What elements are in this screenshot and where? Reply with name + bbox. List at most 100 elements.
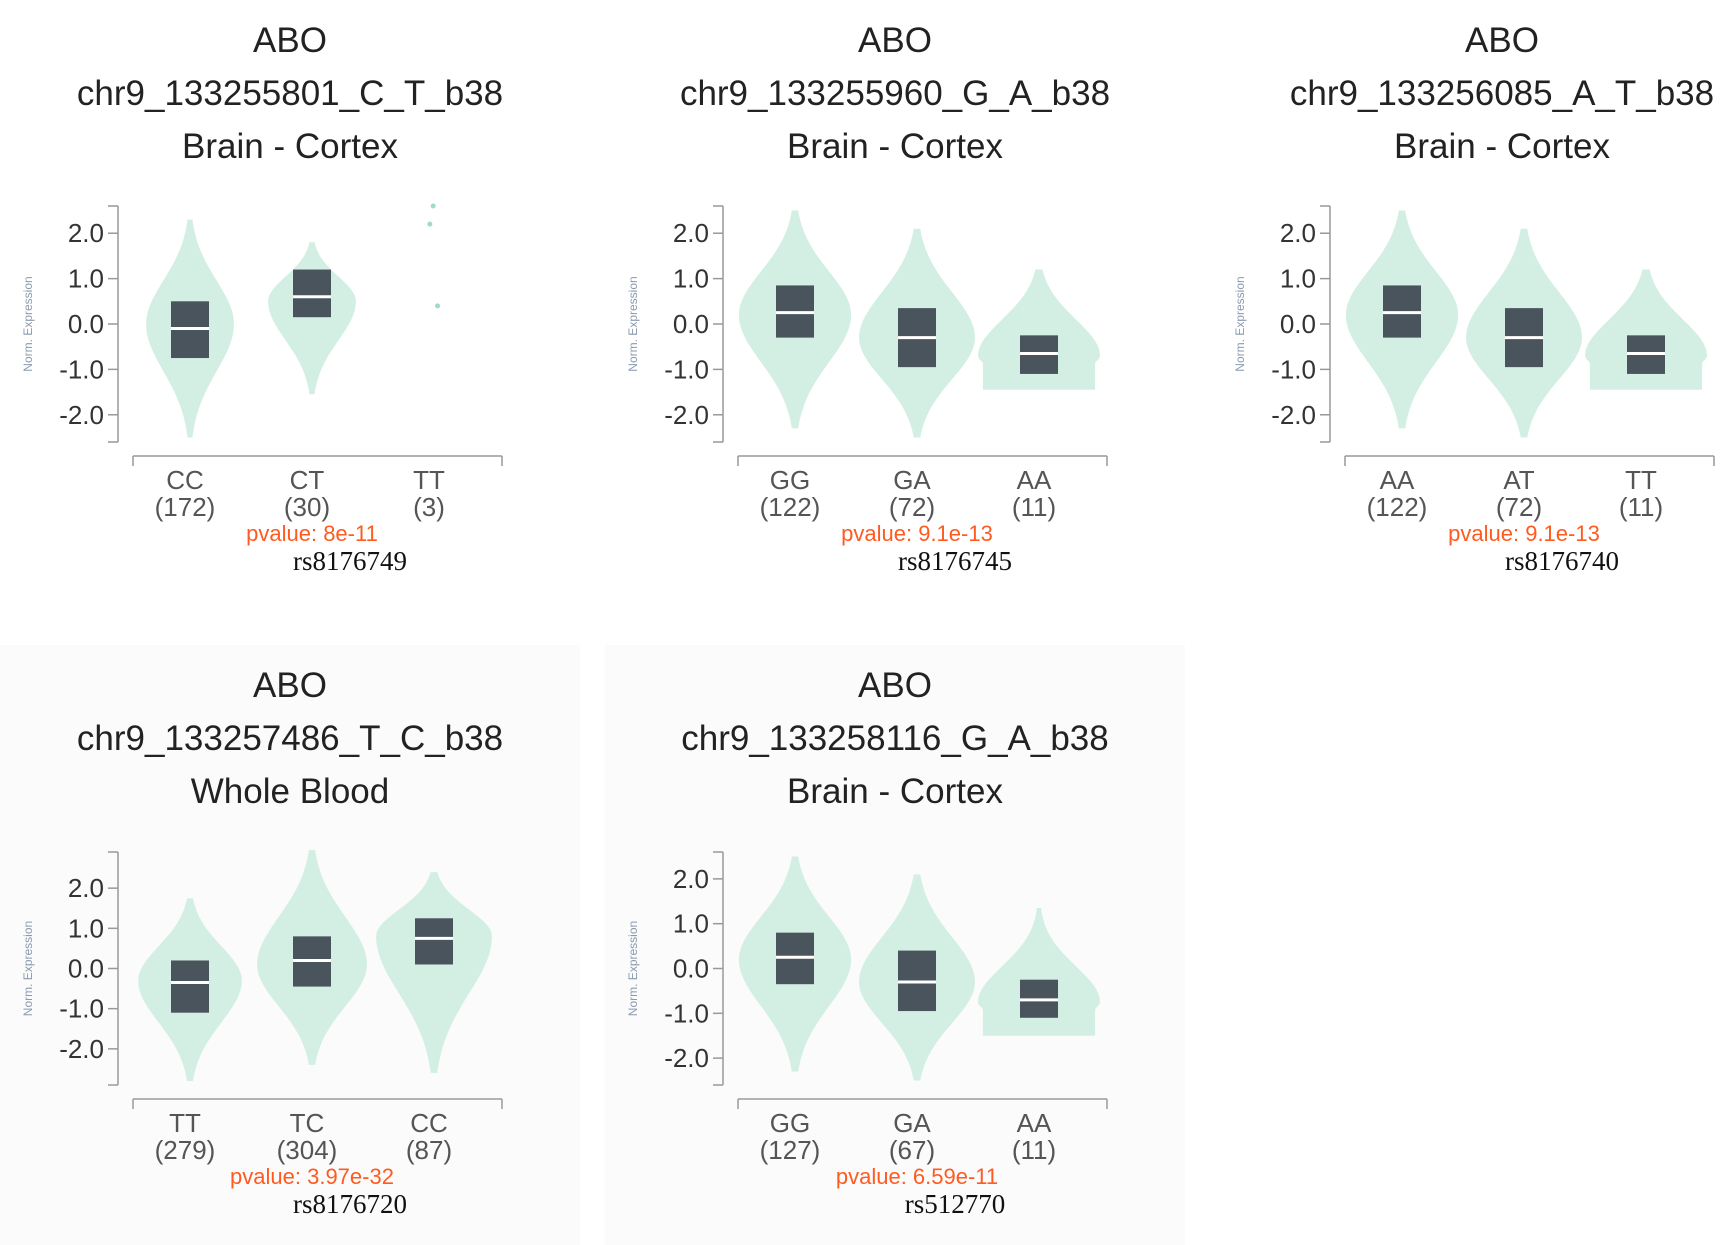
iqr-box (293, 270, 331, 318)
sample-count-label: (11) (1012, 492, 1056, 522)
y-tick-label: -1.0 (59, 994, 104, 1024)
sample-count-label: (172) (155, 492, 216, 522)
sample-count-label: (67) (889, 1135, 935, 1165)
genotype-label: AA (1017, 465, 1052, 495)
y-tick-label: 2.0 (1280, 218, 1316, 248)
genotype-label: AA (1017, 1108, 1052, 1138)
y-axis-label: Norm. Expression (626, 921, 640, 1016)
violin-plot: 2.0 1.0 0.0 -1.0 -2.0 Norm. Expression CC(172)… (0, 180, 580, 600)
y-tick-label: 1.0 (68, 264, 104, 294)
variant-title: chr9_133257486_T_C_b38 (0, 712, 580, 765)
genotype-label: GA (893, 1108, 931, 1138)
violin-plot: 2.0 1.0 0.0 -1.0 -2.0 Norm. Expression AA(122)… (1212, 180, 1735, 600)
genotype-label: GG (770, 465, 810, 495)
y-tick-label: 1.0 (673, 909, 709, 939)
y-tick-label: -2.0 (664, 400, 709, 430)
y-axis-label: Norm. Expression (1233, 276, 1247, 371)
tissue-title: Brain - Cortex (0, 120, 580, 173)
chart-title-block: ABO chr9_133258116_G_A_b38 Brain - Cortex (605, 659, 1185, 818)
violin-shape (376, 872, 492, 1073)
genotype-label: TT (1625, 465, 1657, 495)
genotype-label: TT (413, 465, 445, 495)
y-tick-label: -2.0 (1271, 400, 1316, 430)
y-tick-label: -2.0 (664, 1043, 709, 1073)
y-tick-label: 2.0 (673, 218, 709, 248)
violin-plot: 2.0 1.0 0.0 -1.0 -2.0 Norm. Expression GG(127)… (605, 825, 1185, 1245)
gene-title: ABO (0, 659, 580, 712)
y-tick-label: 0.0 (673, 309, 709, 339)
sample-count-label: (3) (413, 492, 445, 522)
data-point (427, 222, 432, 227)
pvalue-label: pvalue: 6.59e-11 (836, 1164, 998, 1189)
violin-plot: 2.0 1.0 0.0 -1.0 -2.0 Norm. Expression TT(279)… (0, 825, 580, 1245)
chart-title-block: ABO chr9_133255801_C_T_b38 Brain - Cortex (0, 14, 580, 173)
data-point (435, 303, 440, 308)
chart-title-block: ABO chr9_133257486_T_C_b38 Whole Blood (0, 659, 580, 818)
data-point (431, 204, 436, 209)
violin-shape (268, 242, 356, 394)
y-axis-label: Norm. Expression (21, 921, 35, 1016)
rsid-label: rs8176745 (665, 546, 1245, 577)
y-axis-label: Norm. Expression (21, 276, 35, 371)
y-axis-label: Norm. Expression (626, 276, 640, 371)
sample-count-label: (72) (1496, 492, 1542, 522)
variant-title: chr9_133258116_G_A_b38 (605, 712, 1185, 765)
tissue-title: Brain - Cortex (605, 765, 1185, 818)
sample-count-label: (279) (155, 1135, 216, 1165)
iqr-box (415, 918, 453, 964)
y-tick-label: 2.0 (68, 218, 104, 248)
y-tick-label: 0.0 (1280, 309, 1316, 339)
sample-count-label: (304) (277, 1135, 338, 1165)
sample-count-label: (122) (760, 492, 821, 522)
y-tick-label: -1.0 (664, 354, 709, 384)
sample-count-label: (11) (1012, 1135, 1056, 1165)
pvalue-label: pvalue: 8e-11 (246, 521, 378, 546)
genotype-label: AT (1503, 465, 1534, 495)
sample-count-label: (30) (284, 492, 330, 522)
genotype-label: TC (290, 1108, 325, 1138)
genotype-label: CC (166, 465, 204, 495)
y-tick-label: 0.0 (68, 309, 104, 339)
violin-plot: 2.0 1.0 0.0 -1.0 -2.0 Norm. Expression GG(122)… (605, 180, 1185, 600)
tissue-title: Brain - Cortex (1212, 120, 1735, 173)
chart-panel: ABO chr9_133257486_T_C_b38 Whole Blood 2.0 1… (0, 645, 580, 1245)
sample-count-label: (87) (406, 1135, 452, 1165)
y-tick-label: -1.0 (664, 998, 709, 1028)
gene-title: ABO (605, 659, 1185, 712)
variant-title: chr9_133256085_A_T_b38 (1212, 67, 1735, 120)
variant-title: chr9_133255801_C_T_b38 (0, 67, 580, 120)
y-tick-label: -2.0 (59, 1034, 104, 1064)
rsid-label: rs8176740 (1272, 546, 1735, 577)
tissue-title: Brain - Cortex (605, 120, 1185, 173)
chart-panel: ABO chr9_133255801_C_T_b38 Brain - Cortex 2… (0, 0, 580, 600)
pvalue-label: pvalue: 9.1e-13 (841, 521, 993, 546)
y-tick-label: -1.0 (59, 354, 104, 384)
figure: ABO chr9_133255801_C_T_b38 Brain - Cortex 2… (0, 0, 1735, 1233)
pvalue-label: pvalue: 9.1e-13 (1448, 521, 1600, 546)
y-tick-label: 2.0 (68, 873, 104, 903)
gene-title: ABO (1212, 14, 1735, 67)
y-tick-label: -1.0 (1271, 354, 1316, 384)
genotype-label: CT (290, 465, 325, 495)
chart-title-block: ABO chr9_133255960_G_A_b38 Brain - Cortex (605, 14, 1185, 173)
sample-count-label: (122) (1367, 492, 1428, 522)
genotype-label: TT (169, 1108, 201, 1138)
tissue-title: Whole Blood (0, 765, 580, 818)
genotype-label: CC (410, 1108, 448, 1138)
y-tick-label: 1.0 (673, 264, 709, 294)
variant-title: chr9_133255960_G_A_b38 (605, 67, 1185, 120)
rsid-label: rs8176720 (60, 1189, 640, 1220)
gene-title: ABO (0, 14, 580, 67)
chart-panel: ABO chr9_133258116_G_A_b38 Brain - Cortex 2… (605, 645, 1185, 1245)
y-tick-label: 2.0 (673, 864, 709, 894)
pvalue-label: pvalue: 3.97e-32 (230, 1164, 394, 1189)
sample-count-label: (72) (889, 492, 935, 522)
genotype-label: GG (770, 1108, 810, 1138)
genotype-label: AA (1380, 465, 1415, 495)
y-tick-label: 1.0 (1280, 264, 1316, 294)
sample-count-label: (127) (760, 1135, 821, 1165)
y-tick-label: 0.0 (673, 954, 709, 984)
chart-title-block: ABO chr9_133256085_A_T_b38 Brain - Cortex (1212, 14, 1735, 173)
genotype-label: GA (893, 465, 931, 495)
chart-panel: ABO chr9_133256085_A_T_b38 Brain - Cortex 2… (1212, 0, 1735, 600)
